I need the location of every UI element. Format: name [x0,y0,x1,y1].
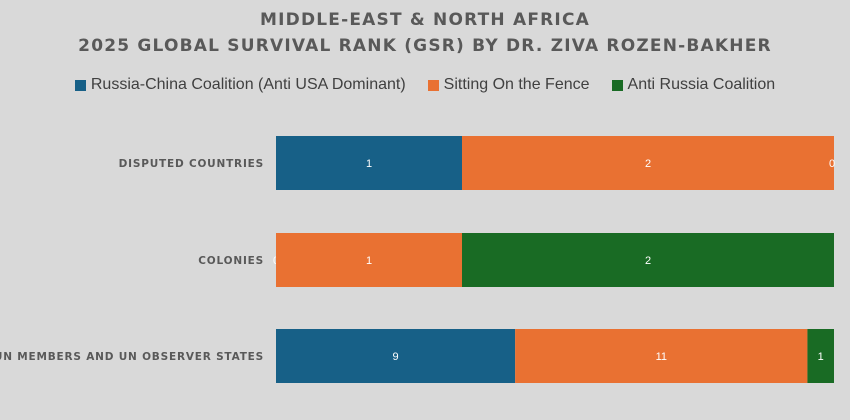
bar-segment-colonies-series-1 [276,233,462,287]
legend-item-fence: Sitting On the Fence [427,76,590,94]
chart-title-line2: 2025 GLOBAL SURVIVAL RANK (GSR) BY DR. Z… [78,36,772,56]
data-label-un-members-and-un-observer-states-series-0: 9 [393,351,399,363]
category-label-colonies: COLONIES [198,255,264,267]
data-label-colonies-series-2: 2 [645,255,651,267]
bar-segment-un-members-and-un-observer-states-series-0 [276,329,516,383]
data-label-un-members-and-un-observer-states-series-2: 1 [818,351,824,363]
data-label-colonies-series-1: 1 [366,255,372,267]
legend-label-fence: Sitting On the Fence [443,76,590,93]
legend-label-anti-russia: Anti Russia Coalition [627,76,776,93]
bar-segment-disputed-countries-series-0 [276,136,462,190]
chart-legend: Russia-China Coalition (Anti USA Dominan… [0,76,850,94]
legend-label-russia-china: Russia-China Coalition (Anti USA Dominan… [90,76,406,93]
legend-swatch-anti-russia [611,79,623,91]
bar-segment-disputed-countries-series-1 [462,136,834,190]
data-label-un-members-and-un-observer-states-series-1: 11 [656,351,667,363]
data-label-disputed-countries-series-2: 0 [829,158,835,170]
bar-segment-un-members-and-un-observer-states-series-2 [807,329,834,383]
data-label-disputed-countries-series-1: 2 [645,158,651,170]
data-label-disputed-countries-series-0: 1 [366,158,372,170]
bar-segment-un-members-and-un-observer-states-series-1 [515,329,808,383]
bar-segment-colonies-series-2 [462,233,834,287]
category-label-disputed-countries: DISPUTED COUNTRIES [119,158,264,170]
legend-item-russia-china: Russia-China Coalition (Anti USA Dominan… [74,76,406,94]
legend-swatch-fence [427,79,439,91]
legend-item-anti-russia: Anti Russia Coalition [611,76,776,94]
legend-swatch-russia-china [74,79,86,91]
chart-title-line1: MIDDLE-EAST & NORTH AFRICA [259,10,590,30]
category-label-un-members-and-un-observer-states: UN MEMBERS AND UN OBSERVER STATES [0,351,264,363]
